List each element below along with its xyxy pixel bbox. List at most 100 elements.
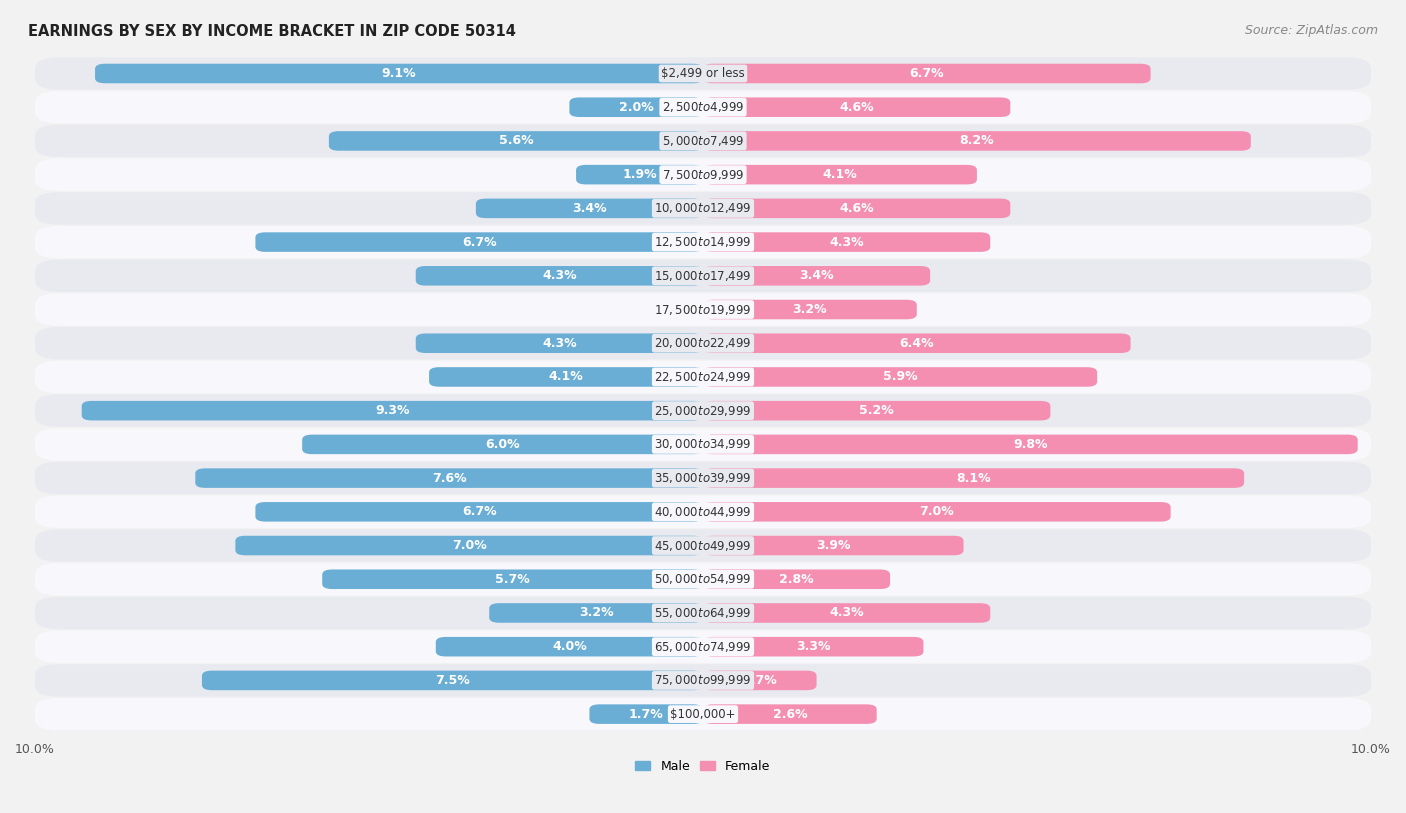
FancyBboxPatch shape bbox=[416, 266, 703, 285]
Text: 9.8%: 9.8% bbox=[1014, 438, 1047, 451]
FancyBboxPatch shape bbox=[703, 165, 977, 185]
Text: 0.0%: 0.0% bbox=[658, 303, 689, 316]
FancyBboxPatch shape bbox=[569, 98, 703, 117]
Text: $22,500 to $24,999: $22,500 to $24,999 bbox=[654, 370, 752, 384]
FancyBboxPatch shape bbox=[35, 529, 1371, 562]
Text: 6.7%: 6.7% bbox=[463, 236, 496, 249]
Text: $17,500 to $19,999: $17,500 to $19,999 bbox=[654, 302, 752, 316]
Text: $50,000 to $54,999: $50,000 to $54,999 bbox=[654, 572, 752, 586]
Text: $100,000+: $100,000+ bbox=[671, 707, 735, 720]
FancyBboxPatch shape bbox=[35, 124, 1371, 157]
FancyBboxPatch shape bbox=[256, 502, 703, 522]
FancyBboxPatch shape bbox=[35, 631, 1371, 663]
FancyBboxPatch shape bbox=[703, 671, 817, 690]
Text: 4.3%: 4.3% bbox=[830, 236, 863, 249]
Text: $15,000 to $17,499: $15,000 to $17,499 bbox=[654, 269, 752, 283]
FancyBboxPatch shape bbox=[35, 192, 1371, 224]
Text: 7.0%: 7.0% bbox=[451, 539, 486, 552]
Text: 4.0%: 4.0% bbox=[553, 640, 586, 653]
FancyBboxPatch shape bbox=[589, 704, 703, 724]
FancyBboxPatch shape bbox=[35, 226, 1371, 259]
Text: 9.3%: 9.3% bbox=[375, 404, 409, 417]
FancyBboxPatch shape bbox=[96, 63, 703, 83]
Text: 4.1%: 4.1% bbox=[823, 168, 858, 181]
Text: $30,000 to $34,999: $30,000 to $34,999 bbox=[654, 437, 752, 451]
FancyBboxPatch shape bbox=[35, 563, 1371, 595]
Text: 1.9%: 1.9% bbox=[623, 168, 657, 181]
Text: 9.1%: 9.1% bbox=[381, 67, 416, 80]
FancyBboxPatch shape bbox=[35, 597, 1371, 629]
FancyBboxPatch shape bbox=[576, 165, 703, 185]
FancyBboxPatch shape bbox=[429, 367, 703, 387]
Text: 5.9%: 5.9% bbox=[883, 371, 917, 384]
FancyBboxPatch shape bbox=[703, 266, 931, 285]
FancyBboxPatch shape bbox=[703, 603, 990, 623]
FancyBboxPatch shape bbox=[35, 159, 1371, 191]
FancyBboxPatch shape bbox=[703, 401, 1050, 420]
FancyBboxPatch shape bbox=[436, 637, 703, 656]
Text: $35,000 to $39,999: $35,000 to $39,999 bbox=[654, 471, 752, 485]
FancyBboxPatch shape bbox=[703, 63, 1150, 83]
Text: 1.7%: 1.7% bbox=[628, 707, 664, 720]
FancyBboxPatch shape bbox=[35, 462, 1371, 494]
Text: 5.7%: 5.7% bbox=[495, 572, 530, 585]
Text: $2,499 or less: $2,499 or less bbox=[661, 67, 745, 80]
Text: 5.6%: 5.6% bbox=[499, 134, 533, 147]
FancyBboxPatch shape bbox=[703, 536, 963, 555]
Text: $5,000 to $7,499: $5,000 to $7,499 bbox=[662, 134, 744, 148]
FancyBboxPatch shape bbox=[416, 333, 703, 353]
Text: $65,000 to $74,999: $65,000 to $74,999 bbox=[654, 640, 752, 654]
Text: 3.4%: 3.4% bbox=[799, 269, 834, 282]
Text: 3.2%: 3.2% bbox=[793, 303, 827, 316]
FancyBboxPatch shape bbox=[703, 131, 1251, 150]
Text: 2.0%: 2.0% bbox=[619, 101, 654, 114]
Text: 8.2%: 8.2% bbox=[959, 134, 994, 147]
FancyBboxPatch shape bbox=[322, 569, 703, 589]
FancyBboxPatch shape bbox=[256, 233, 703, 252]
Text: 6.4%: 6.4% bbox=[900, 337, 934, 350]
FancyBboxPatch shape bbox=[35, 259, 1371, 292]
FancyBboxPatch shape bbox=[703, 198, 1011, 218]
Text: 5.2%: 5.2% bbox=[859, 404, 894, 417]
Text: 6.7%: 6.7% bbox=[463, 506, 496, 519]
FancyBboxPatch shape bbox=[703, 233, 990, 252]
Text: Source: ZipAtlas.com: Source: ZipAtlas.com bbox=[1244, 24, 1378, 37]
Text: 3.2%: 3.2% bbox=[579, 606, 613, 620]
Text: $20,000 to $22,499: $20,000 to $22,499 bbox=[654, 337, 752, 350]
FancyBboxPatch shape bbox=[35, 496, 1371, 528]
Text: 2.8%: 2.8% bbox=[779, 572, 814, 585]
Text: 6.7%: 6.7% bbox=[910, 67, 943, 80]
FancyBboxPatch shape bbox=[703, 333, 1130, 353]
FancyBboxPatch shape bbox=[82, 401, 703, 420]
Text: $75,000 to $99,999: $75,000 to $99,999 bbox=[654, 673, 752, 688]
FancyBboxPatch shape bbox=[35, 91, 1371, 124]
Text: $10,000 to $12,499: $10,000 to $12,499 bbox=[654, 202, 752, 215]
FancyBboxPatch shape bbox=[35, 664, 1371, 697]
Text: 7.6%: 7.6% bbox=[432, 472, 467, 485]
FancyBboxPatch shape bbox=[703, 569, 890, 589]
FancyBboxPatch shape bbox=[475, 198, 703, 218]
Text: $25,000 to $29,999: $25,000 to $29,999 bbox=[654, 404, 752, 418]
FancyBboxPatch shape bbox=[703, 300, 917, 320]
FancyBboxPatch shape bbox=[235, 536, 703, 555]
FancyBboxPatch shape bbox=[35, 394, 1371, 427]
FancyBboxPatch shape bbox=[703, 98, 1011, 117]
Text: 6.0%: 6.0% bbox=[485, 438, 520, 451]
Text: $55,000 to $64,999: $55,000 to $64,999 bbox=[654, 606, 752, 620]
Text: 3.4%: 3.4% bbox=[572, 202, 607, 215]
FancyBboxPatch shape bbox=[202, 671, 703, 690]
FancyBboxPatch shape bbox=[703, 704, 877, 724]
FancyBboxPatch shape bbox=[329, 131, 703, 150]
FancyBboxPatch shape bbox=[703, 502, 1171, 522]
Text: 4.1%: 4.1% bbox=[548, 371, 583, 384]
Text: 2.6%: 2.6% bbox=[772, 707, 807, 720]
FancyBboxPatch shape bbox=[35, 327, 1371, 359]
Text: 4.6%: 4.6% bbox=[839, 101, 875, 114]
FancyBboxPatch shape bbox=[703, 468, 1244, 488]
Text: $40,000 to $44,999: $40,000 to $44,999 bbox=[654, 505, 752, 519]
FancyBboxPatch shape bbox=[302, 435, 703, 454]
Text: 8.1%: 8.1% bbox=[956, 472, 991, 485]
FancyBboxPatch shape bbox=[35, 698, 1371, 730]
Text: $2,500 to $4,999: $2,500 to $4,999 bbox=[662, 100, 744, 114]
Text: 4.6%: 4.6% bbox=[839, 202, 875, 215]
